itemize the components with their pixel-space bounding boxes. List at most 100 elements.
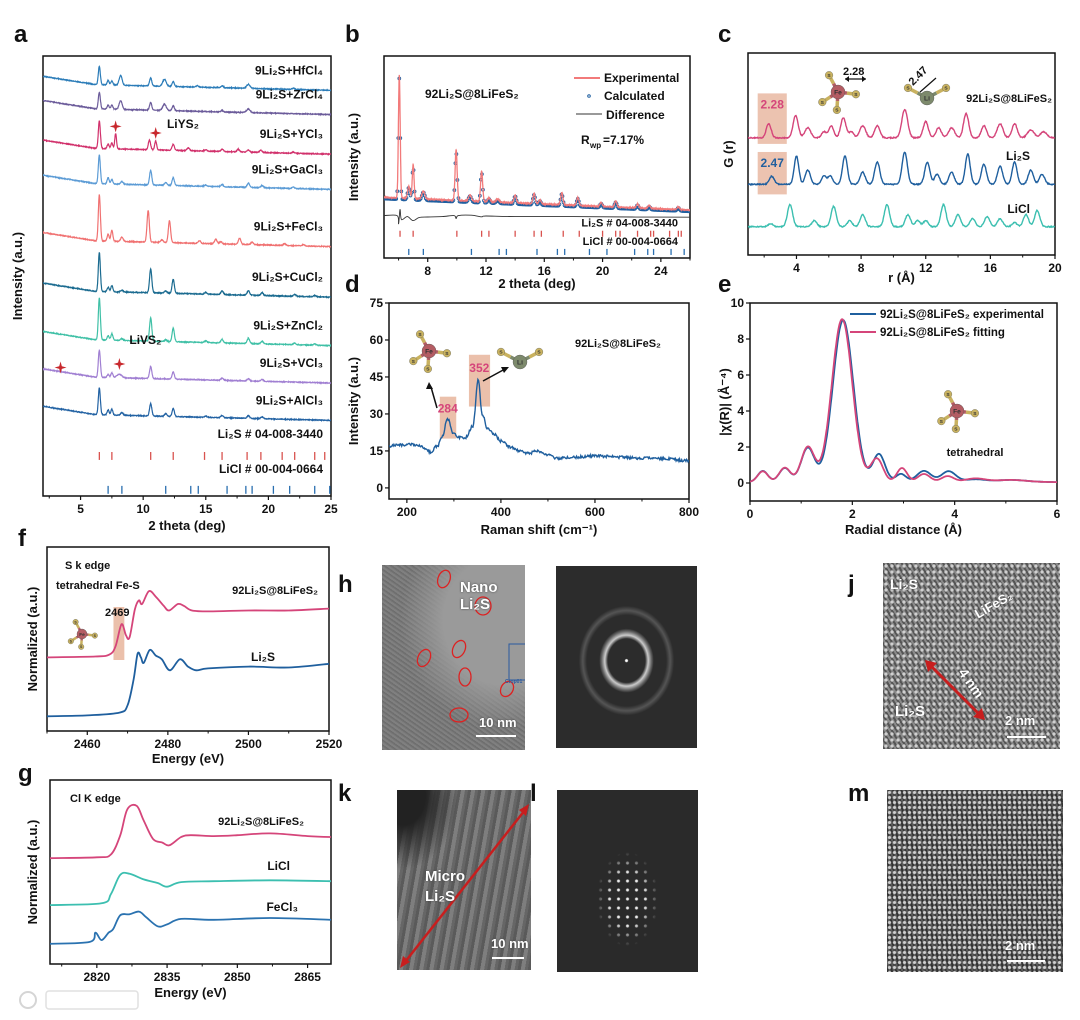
fe-atom [830,84,846,100]
nanocrystal-circle [458,667,472,687]
reference-label: Li₂S # 04-008-3440 [218,427,324,441]
y-axis-label: Intensity (a.u.) [10,232,25,320]
x-tick-label: 2500 [235,737,262,751]
fe-atom [421,343,437,359]
s-atom-label: S [499,350,503,356]
fe-atom-label: Fe [425,348,433,355]
x-tick-label: 8 [424,264,431,278]
rwp-label: R [581,133,590,147]
scale-bar [1007,736,1046,738]
s-atom-label: S [944,86,948,92]
plot-frame-c [747,52,1056,256]
s-atom-label: S [973,411,977,417]
star-marker-icon [54,361,67,374]
series-label: 9Li₂S+VCl₃ [260,356,323,370]
s-atom [818,98,827,107]
s-atom [832,105,841,114]
arrowhead-icon [973,708,985,720]
s-atom [943,390,953,399]
series-line-raman [389,377,689,464]
highlight-box [439,396,457,439]
series-line-9li-s-hfcl [43,65,331,92]
panel-letter-g: g [18,760,33,787]
series-label: 9Li₂S+YCl₃ [260,127,323,141]
fes4-tetrahedron-icon: Fe S S S S [937,390,979,433]
scale-bar-label: 10 nm [479,715,517,730]
x-tick-label: 24 [654,264,668,278]
scale-bar-label: 2 nm [1005,713,1036,728]
x-tick-label: 2460 [74,737,101,751]
series-label: 9Li₂S+FeCl₃ [254,220,323,234]
highlight-box [757,93,787,144]
legend-label: 92Li₂S@8LiFeS₂ experimental [880,309,1044,321]
s-atom [970,409,979,418]
fes4-tetrahedron-icon: Fe S S S S [818,71,860,114]
s-atom [903,83,913,92]
legend-label: Experimental [604,71,679,85]
fe-atom-label: Fe [953,408,961,415]
s-atom [415,330,425,339]
y-tick-label: 2 [737,440,744,454]
s-atom [72,619,79,625]
series-line-licl [50,871,331,906]
plot-frame-g [49,779,332,965]
y-tick-label: 0 [737,476,744,490]
series-line-9li-s-alcl [43,387,331,423]
series-line-9li-s-ycl [43,120,331,157]
y-tick-label: 75 [370,296,384,310]
x-tick-label: 600 [585,505,605,519]
scale-bar [476,735,516,737]
series-label: LiCl [267,859,290,873]
measurement-overlay [925,660,1046,738]
series-label: Li₂S [1006,149,1030,163]
s-atom-label: S [412,359,416,365]
s-atom-label: S [946,392,950,398]
plot-frame-a [42,55,332,497]
x-tick-label: 15 [199,502,213,516]
x-tick-label: 4 [951,507,958,521]
xanes-cl-traces [50,803,331,945]
series-label: 9Li₂S+GaCl₃ [252,162,323,176]
series-label: 9Li₂S+AlCl₃ [256,393,323,407]
li-atom-label: Li [924,95,930,102]
li-atom-label: Li [517,359,523,366]
s-atom-label: S [70,639,73,643]
fe-atom [76,628,88,640]
series-line-92li-s-8lifes-experimental [750,319,1057,483]
plot-frame-d [388,302,690,500]
panel-letter-m: m [848,780,869,807]
y-tick-label: 15 [370,444,384,458]
scale-bar-label: 10 nm [491,936,529,951]
x-axis-label: 2 theta (deg) [148,518,225,533]
x-tick-label: 12 [479,264,493,278]
reference-label: LiCl # 00-004-0664 [219,462,323,476]
hrtem-image-lattice: 2 nm [887,790,1063,972]
scale-bar-label: 2 nm [1005,938,1036,953]
panel-letter-a: a [14,21,28,48]
fft-vignette [557,790,698,972]
annotation-note: tetrahedral Fe-S [56,580,140,592]
s-atom [67,638,74,645]
x-tick-label: 2480 [155,737,182,751]
x-tick-label: 25 [324,502,338,516]
fft-image-micro [557,790,698,972]
series-line-li-s [47,648,329,718]
peak-label: 352 [469,361,489,375]
x-tick-label: 5 [77,502,84,516]
crop-box-blue [508,643,525,681]
series-label: LiCl [1007,202,1030,216]
x-tick-label: 800 [679,505,699,519]
y-tick-label: 60 [370,333,384,347]
x-tick-label: 20 [596,264,610,278]
panel-letter-h: h [338,571,353,598]
y-axis-label: Normalized (a.u.) [25,820,40,925]
x-axis-label: 2 theta (deg) [498,276,575,291]
fe-atom-label: Fe [834,89,842,96]
fes4-tetrahedron-icon: Fe S S S S [67,619,98,650]
legend-swatch-calculated [587,94,591,98]
phase-label-li2s-lower: Li₂S [895,703,925,720]
x-axis-label: r (Å) [888,270,915,285]
arrowhead-icon [501,367,509,373]
reference-label: Li₂S # 04-008-3440 [581,218,678,230]
rwp-value: =7.17% [603,133,644,147]
